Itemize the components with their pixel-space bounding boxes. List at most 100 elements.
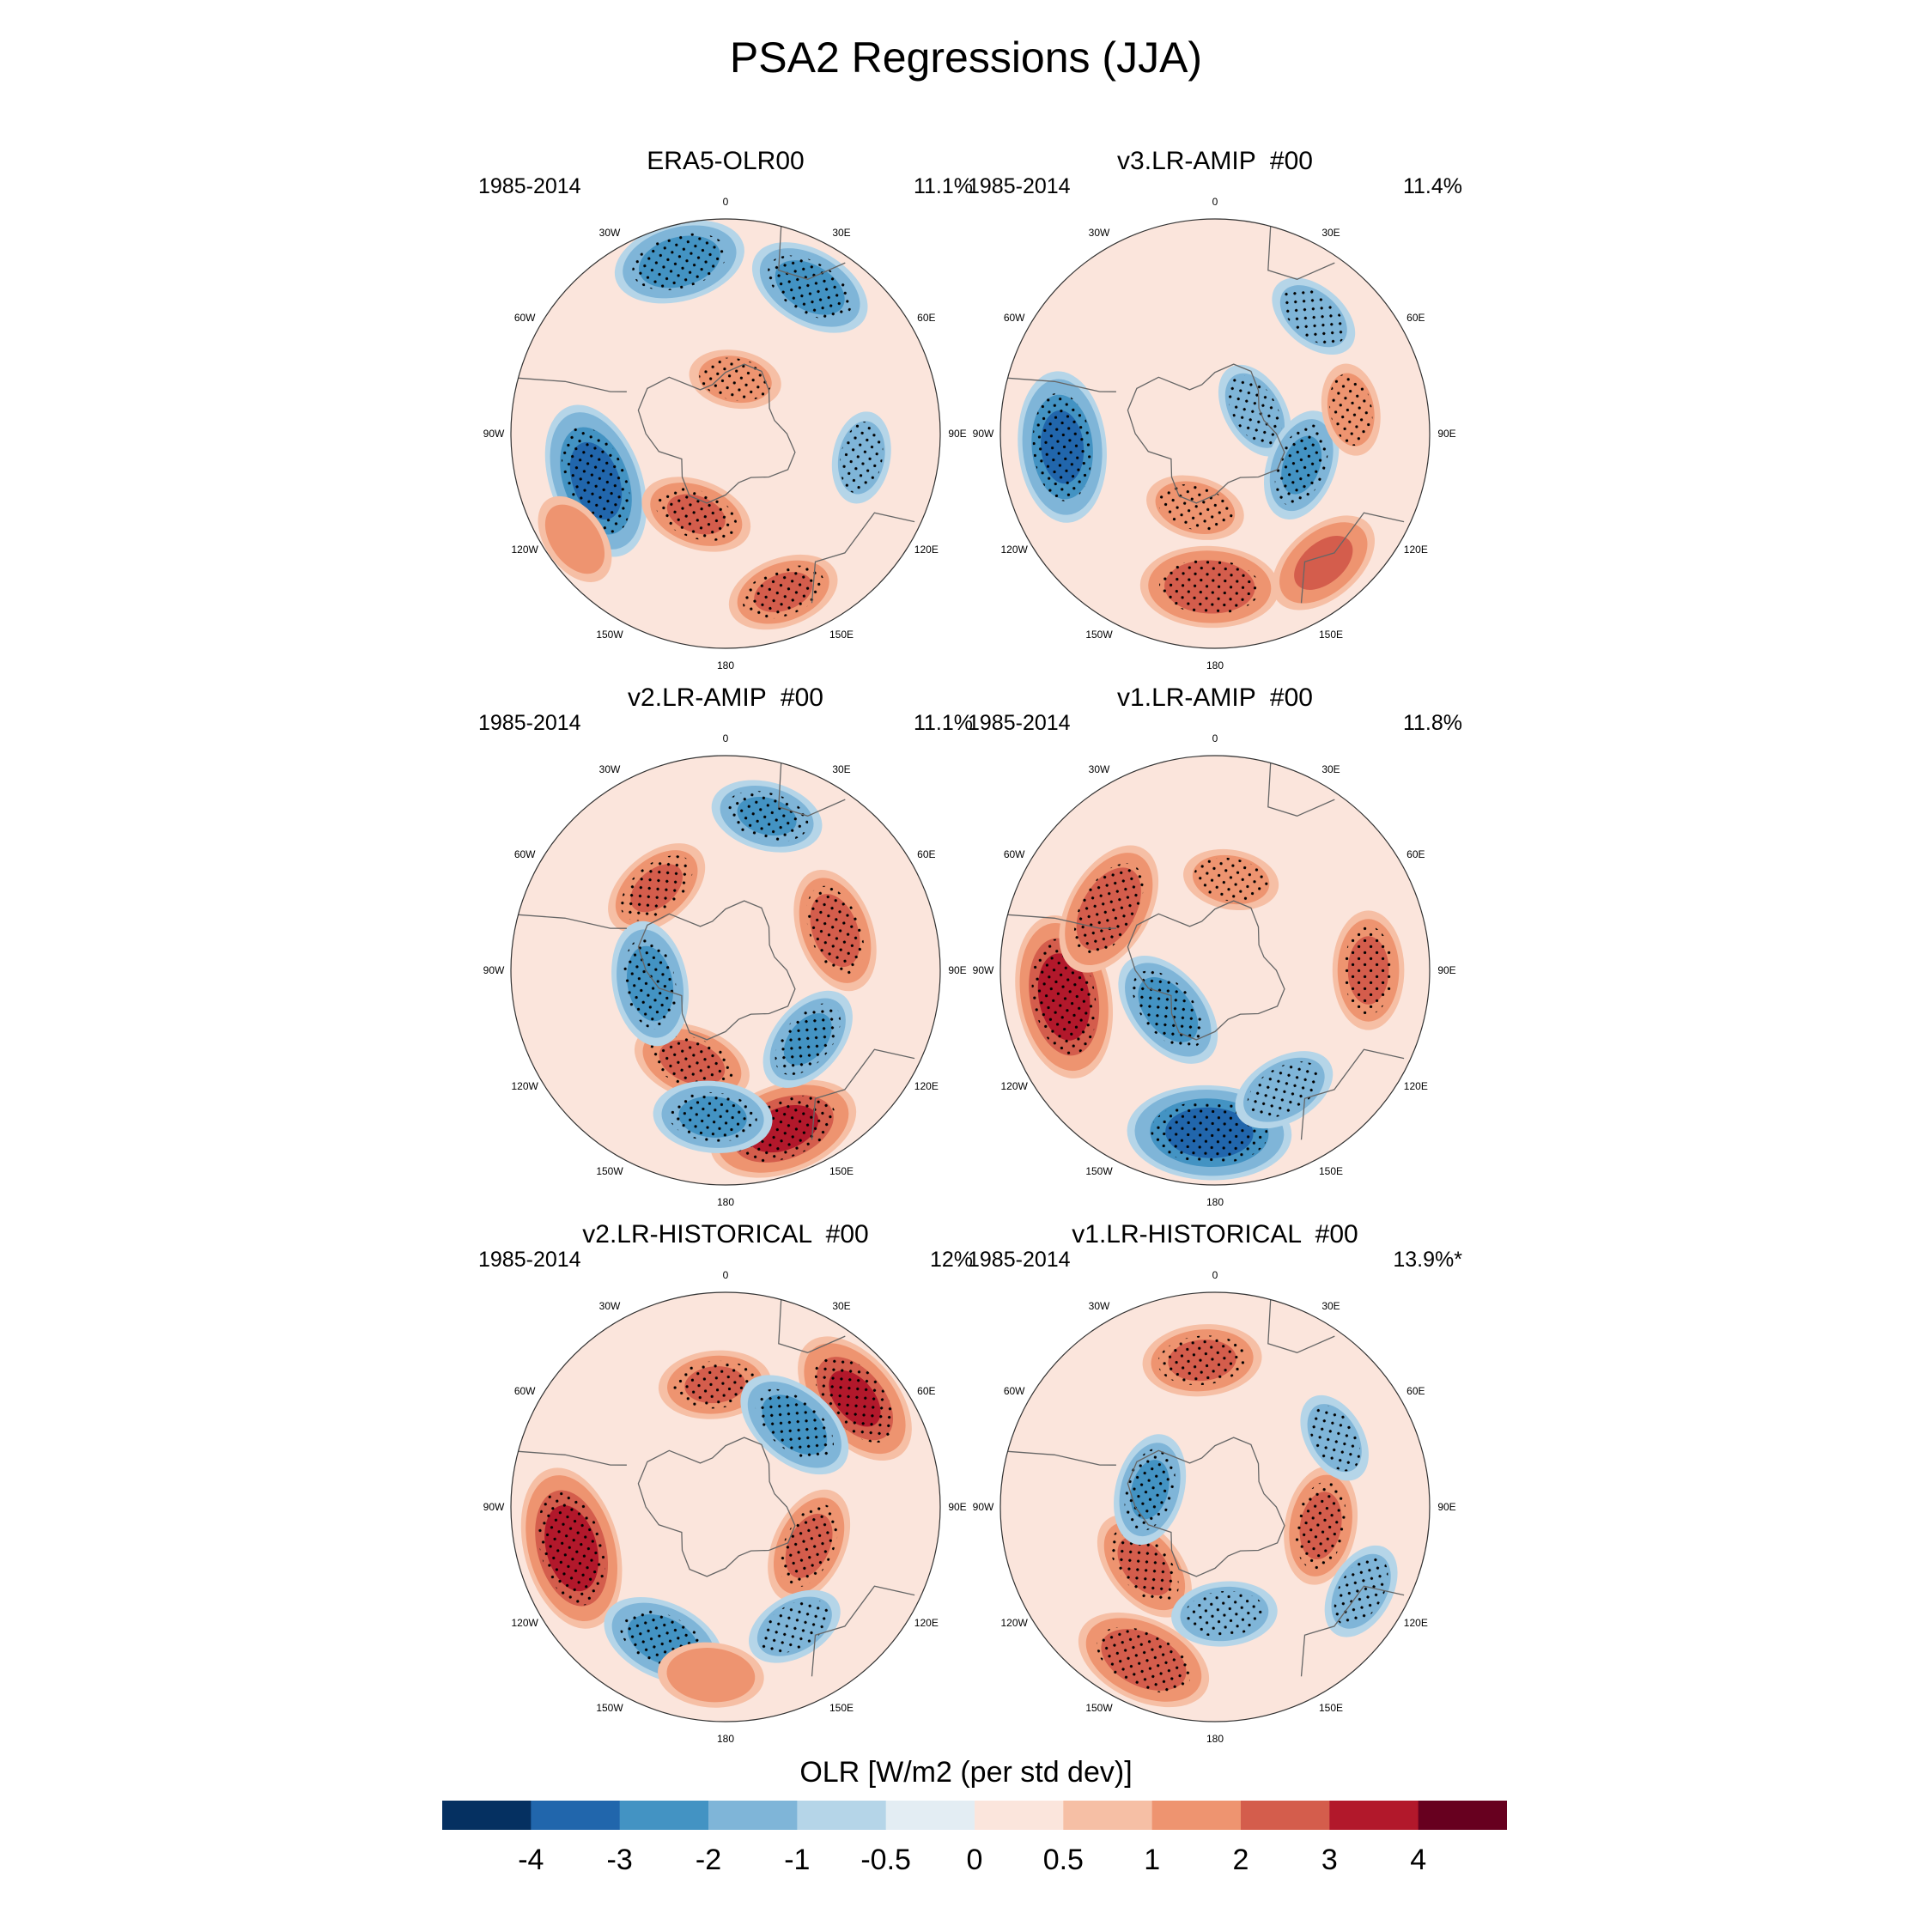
longitude-label: 120W bbox=[511, 1080, 538, 1092]
longitude-label: 60E bbox=[917, 848, 935, 860]
longitude-label: 60W bbox=[514, 848, 536, 860]
map-panel-v1-amip: v1.LR-AMIP #00 1985-2014 11.8% 0 30E 60E 90… bbox=[968, 683, 1462, 1211]
significance-stippling bbox=[1309, 1404, 1361, 1472]
significance-stippling bbox=[1295, 1481, 1346, 1570]
polar-map: 0 30E 60E 90E 120E 150E 180 150W 120W 90W 60W 30W bbox=[483, 1269, 967, 1745]
longitude-label: 30E bbox=[1321, 1300, 1340, 1312]
panel-title: v3.LR-AMIP #00 bbox=[1117, 147, 1313, 175]
colorbar-swatch bbox=[1151, 1801, 1242, 1830]
antarctica-coastline bbox=[1127, 900, 1285, 1041]
longitude-label: 120E bbox=[1404, 1080, 1428, 1092]
significance-stippling bbox=[1247, 1061, 1321, 1119]
significance-stippling bbox=[806, 885, 865, 975]
significance-stippling bbox=[699, 357, 772, 401]
longitude-label: 150E bbox=[829, 1702, 854, 1714]
significance-stippling bbox=[1194, 857, 1268, 902]
antarctica-coastline bbox=[637, 1437, 796, 1577]
map-border bbox=[999, 755, 1431, 1186]
map-border bbox=[999, 218, 1431, 649]
colorbar-tick-label: 0 bbox=[967, 1844, 983, 1876]
longitude-label: 150W bbox=[1085, 1165, 1113, 1177]
longitude-label: 150W bbox=[596, 1702, 623, 1714]
significance-stippling bbox=[1157, 1335, 1247, 1386]
longitude-label: 120E bbox=[914, 1617, 939, 1629]
significance-stippling bbox=[768, 255, 853, 320]
significance-stippling bbox=[1183, 1590, 1265, 1637]
south-america-coastline bbox=[518, 1450, 627, 1466]
longitude-label: 30E bbox=[832, 227, 850, 239]
colorbar-tick-label: -2 bbox=[696, 1844, 721, 1876]
significance-stippling bbox=[1157, 484, 1233, 532]
panel-period: 1985-2014 bbox=[478, 174, 581, 198]
longitude-label: 90E bbox=[948, 428, 966, 440]
longitude-label: 90W bbox=[973, 1501, 994, 1513]
panel-variance: 11.8% bbox=[1402, 711, 1462, 735]
colorbar-tick-label: -1 bbox=[784, 1844, 810, 1876]
longitude-label: 30E bbox=[1321, 227, 1340, 239]
africa-coastline bbox=[1267, 226, 1335, 280]
panel-period: 1985-2014 bbox=[478, 1248, 581, 1272]
colorbar-swatch bbox=[1329, 1801, 1419, 1830]
colorbar-swatch bbox=[619, 1801, 709, 1830]
panel-title: v1.LR-HISTORICAL #00 bbox=[1072, 1220, 1358, 1249]
panel-variance: 12% bbox=[929, 1248, 973, 1272]
longitude-label: 90E bbox=[1437, 428, 1455, 440]
australia-coastline bbox=[811, 512, 915, 604]
polar-map: 0 30E 60E 90E 120E 150E 180 150W 120W 90W 60W 30W bbox=[973, 196, 1456, 671]
map-border bbox=[999, 1291, 1431, 1722]
significance-stippling bbox=[1274, 424, 1328, 507]
significance-stippling bbox=[1281, 287, 1346, 346]
longitude-label: 60E bbox=[1406, 1385, 1425, 1397]
longitude-label: 30W bbox=[1089, 1300, 1110, 1312]
longitude-label: 90W bbox=[483, 1501, 505, 1513]
longitude-label: 30W bbox=[1089, 227, 1110, 239]
significance-stippling bbox=[1329, 374, 1373, 447]
significance-stippling bbox=[1228, 375, 1282, 446]
panel-variance: 11.1% bbox=[913, 711, 973, 735]
longitude-label: 60W bbox=[1004, 312, 1025, 324]
africa-coastline bbox=[778, 1299, 846, 1353]
longitude-label: 150E bbox=[1319, 1702, 1343, 1714]
significance-stippling bbox=[672, 1360, 757, 1409]
colorbar-tick-label: 2 bbox=[1233, 1844, 1249, 1876]
significance-stippling bbox=[742, 565, 824, 619]
colorbar-tick-label: 1 bbox=[1144, 1844, 1160, 1876]
longitude-label: 0 bbox=[1212, 732, 1218, 744]
longitude-label: 60W bbox=[514, 1385, 536, 1397]
longitude-label: 90W bbox=[483, 964, 505, 976]
africa-coastline bbox=[1267, 762, 1335, 817]
panel-variance: 11.1% bbox=[913, 174, 973, 198]
colorbar-swatch bbox=[442, 1801, 532, 1830]
anomaly-contour bbox=[666, 1648, 756, 1703]
map-background bbox=[511, 756, 940, 1185]
longitude-label: 60E bbox=[1406, 312, 1425, 324]
longitude-label: 60W bbox=[1004, 1385, 1025, 1397]
colorbar-tick-label: -3 bbox=[607, 1844, 633, 1876]
map-panel-v2-amip: v2.LR-AMIP #00 1985-2014 11.1% 0 30E 60E 90… bbox=[478, 683, 973, 1211]
significance-stippling bbox=[620, 855, 693, 921]
polar-map: 0 30E 60E 90E 120E 150E 180 150W 120W 90W 60W 30W bbox=[483, 732, 967, 1208]
significance-stippling bbox=[649, 1035, 735, 1091]
colorbar-swatch bbox=[1241, 1801, 1330, 1830]
map-panel-v1-historical: v1.LR-HISTORICAL #00 1985-2014 13.9%* 0 3… bbox=[968, 1220, 1462, 1747]
significance-stippling bbox=[755, 1388, 834, 1461]
colorbar-swatch bbox=[885, 1801, 975, 1830]
colorbar: -4 -3 -2 -1 -0.5 0 0.5 1 2 3 4 bbox=[442, 1801, 1507, 1876]
australia-coastline bbox=[1300, 1585, 1405, 1677]
antarctica-coastline bbox=[1127, 1437, 1285, 1577]
significance-stippling bbox=[655, 488, 738, 541]
longitude-label: 180 bbox=[717, 659, 734, 671]
longitude-label: 0 bbox=[723, 1269, 729, 1281]
significance-stippling bbox=[538, 1491, 605, 1606]
significance-stippling bbox=[1110, 1528, 1179, 1604]
map-panel-v3-amip: v3.LR-AMIP #00 1985-2014 11.4% 0 30E 60E 90… bbox=[968, 147, 1462, 674]
map-border bbox=[510, 755, 941, 1186]
colorbar-tick-label: 3 bbox=[1321, 1844, 1338, 1876]
longitude-label: 60E bbox=[917, 312, 935, 324]
panel-title: v2.LR-HISTORICAL #00 bbox=[582, 1220, 869, 1249]
longitude-label: 90W bbox=[973, 964, 994, 976]
figure-title: PSA2 Regressions (JJA) bbox=[729, 33, 1203, 82]
significance-stippling bbox=[1073, 863, 1144, 955]
map-border bbox=[510, 1291, 941, 1722]
africa-coastline bbox=[778, 226, 846, 280]
